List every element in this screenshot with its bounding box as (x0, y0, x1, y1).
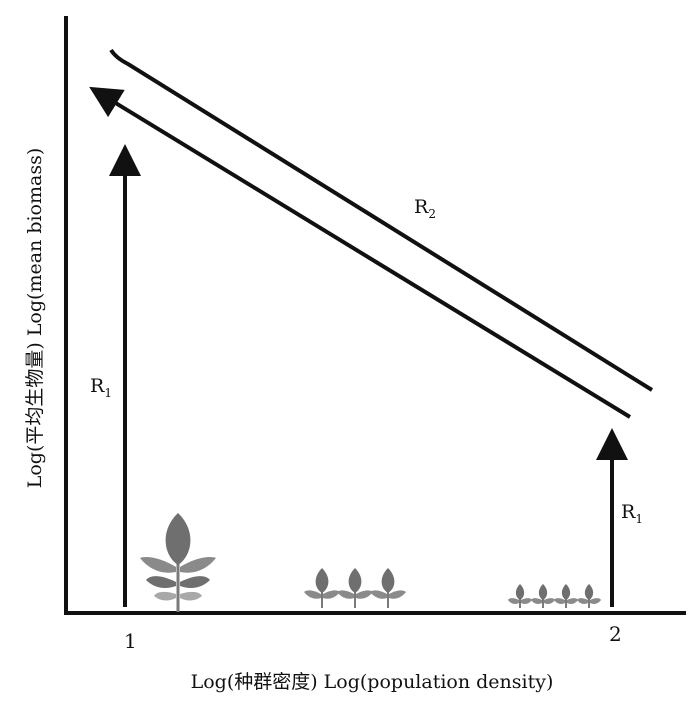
medium-plants-icon (304, 568, 406, 608)
r1-label-left: R1 (90, 375, 112, 400)
r1-label-right: R1 (621, 501, 643, 526)
r2-arrow-line (89, 86, 632, 419)
large-plant-icon (140, 513, 216, 612)
x-axis-title: Log(种群密度) Log(population density) (191, 671, 554, 693)
x-tick-2: 2 (609, 622, 622, 646)
r2-label: R2 (414, 196, 436, 221)
small-plants-icon (508, 584, 601, 608)
upper-thinning-line (109, 48, 654, 392)
x-tick-1: 1 (124, 629, 137, 653)
y-axis-title: Log(平均生物量) Log(mean biomass) (24, 148, 46, 489)
